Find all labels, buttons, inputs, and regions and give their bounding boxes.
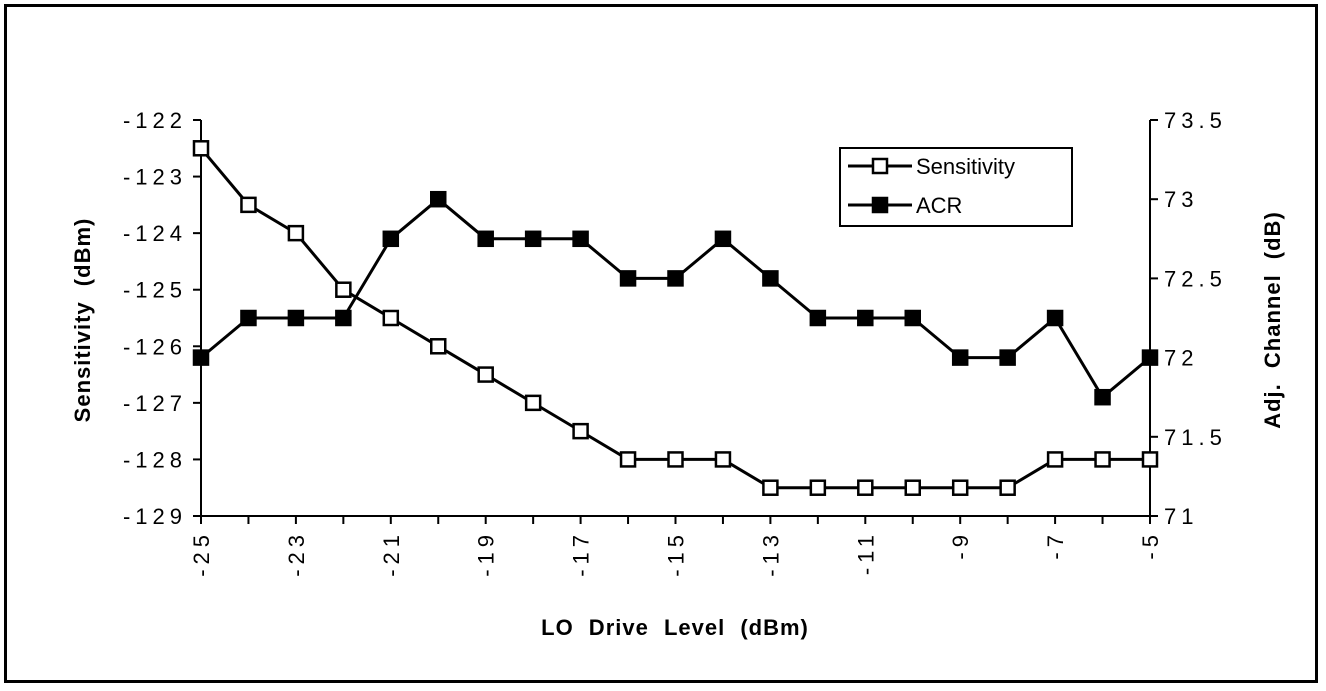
data-point-acr <box>572 230 589 248</box>
x-tick-label: -11 <box>853 530 878 575</box>
data-point-acr <box>619 270 637 287</box>
chart-frame <box>4 4 1318 683</box>
x-tick-label: -7 <box>1043 530 1068 560</box>
data-point-sensitivity <box>287 224 305 242</box>
x-tick-label: -15 <box>664 530 689 577</box>
data-point-sensitivity <box>667 451 684 468</box>
series-layer <box>192 140 1159 496</box>
data-point-sensitivity <box>1141 451 1159 468</box>
data-point-sensitivity <box>382 309 400 327</box>
data-point-acr <box>335 309 352 327</box>
right-y-axis-ticks: 73.5 73 72.5 72 71.5 71 <box>1150 108 1227 529</box>
data-point-acr <box>1046 309 1064 327</box>
data-point-acr <box>240 309 257 327</box>
data-point-acr <box>1141 349 1159 366</box>
x-axis-ticks: -25 -23 -21 -19 -17 -15 -13 -11 -9 -7 -5 <box>189 516 1163 577</box>
data-point-acr <box>904 309 921 327</box>
data-point-acr <box>477 230 494 248</box>
data-point-sensitivity <box>809 479 827 496</box>
data-point-acr <box>382 230 400 248</box>
x-tick-label: -17 <box>569 530 594 577</box>
series-sensitivity <box>192 140 1159 496</box>
data-point-acr <box>809 309 827 327</box>
data-point-sensitivity <box>1046 451 1064 468</box>
x-tick-label: -13 <box>758 530 783 577</box>
right-y-tick-label: 72.5 <box>1164 266 1227 291</box>
data-point-sensitivity <box>857 479 874 496</box>
data-point-acr <box>999 349 1016 366</box>
right-y-tick-label: 71 <box>1164 504 1198 529</box>
data-point-acr <box>667 270 684 287</box>
data-point-sensitivity <box>430 338 447 355</box>
data-point-sensitivity <box>904 479 921 496</box>
data-point-sensitivity <box>999 479 1016 496</box>
left-y-tick-label: -124 <box>123 221 187 246</box>
data-point-acr <box>857 309 874 327</box>
left-y-tick-label: -126 <box>123 334 187 359</box>
x-tick-label: -25 <box>189 530 214 577</box>
left-y-tick-label: -129 <box>123 504 187 529</box>
data-point-sensitivity <box>1094 451 1111 468</box>
left-y-axis-title: Sensitivity (dBm) <box>70 218 95 423</box>
x-tick-label: -19 <box>474 530 499 577</box>
data-point-acr <box>714 230 732 248</box>
data-point-sensitivity <box>335 281 352 298</box>
left-y-tick-label: -123 <box>123 165 187 190</box>
x-axis-title: LO Drive Level (dBm) <box>541 615 809 640</box>
right-y-axis-title: Adj. Channel (dB) <box>1260 211 1285 429</box>
data-point-sensitivity <box>619 451 637 468</box>
legend-marker-acr <box>871 196 889 214</box>
data-point-acr <box>762 270 779 287</box>
data-point-sensitivity <box>951 479 969 496</box>
legend-label-sensitivity: Sensitivity <box>916 154 1015 179</box>
x-tick-label: -23 <box>284 530 309 577</box>
x-tick-label: -5 <box>1138 530 1163 560</box>
data-point-sensitivity <box>192 140 210 157</box>
data-point-sensitivity <box>714 451 732 468</box>
data-point-acr <box>430 190 447 208</box>
left-y-tick-label: -125 <box>123 278 187 303</box>
legend: Sensitivity ACR <box>839 147 1073 227</box>
data-point-acr <box>1094 388 1111 406</box>
series-line-acr <box>200 197 1151 399</box>
left-y-axis-ticks: -122 -123 -124 -125 -126 -127 -128 -129 <box>123 108 201 529</box>
right-y-tick-label: 73 <box>1164 187 1198 212</box>
data-point-sensitivity <box>524 394 542 412</box>
data-point-sensitivity <box>572 422 589 440</box>
data-point-sensitivity <box>762 479 779 496</box>
x-tick-label: -21 <box>379 530 404 577</box>
right-y-tick-label: 71.5 <box>1164 425 1227 450</box>
x-tick-label: -9 <box>948 530 973 560</box>
data-point-sensitivity <box>240 196 257 214</box>
data-point-acr <box>524 230 542 248</box>
data-point-acr <box>951 349 969 366</box>
left-y-tick-label: -128 <box>123 447 187 472</box>
data-point-acr <box>192 349 210 366</box>
left-y-tick-label: -127 <box>123 391 187 416</box>
left-y-tick-label: -122 <box>123 108 187 133</box>
right-y-tick-label: 73.5 <box>1164 108 1227 133</box>
legend-marker-sensitivity <box>871 157 889 175</box>
legend-label-acr: ACR <box>916 193 962 218</box>
series-acr <box>192 190 1159 406</box>
data-point-acr <box>287 309 305 327</box>
right-y-tick-label: 72 <box>1164 346 1198 371</box>
data-point-sensitivity <box>477 366 494 383</box>
